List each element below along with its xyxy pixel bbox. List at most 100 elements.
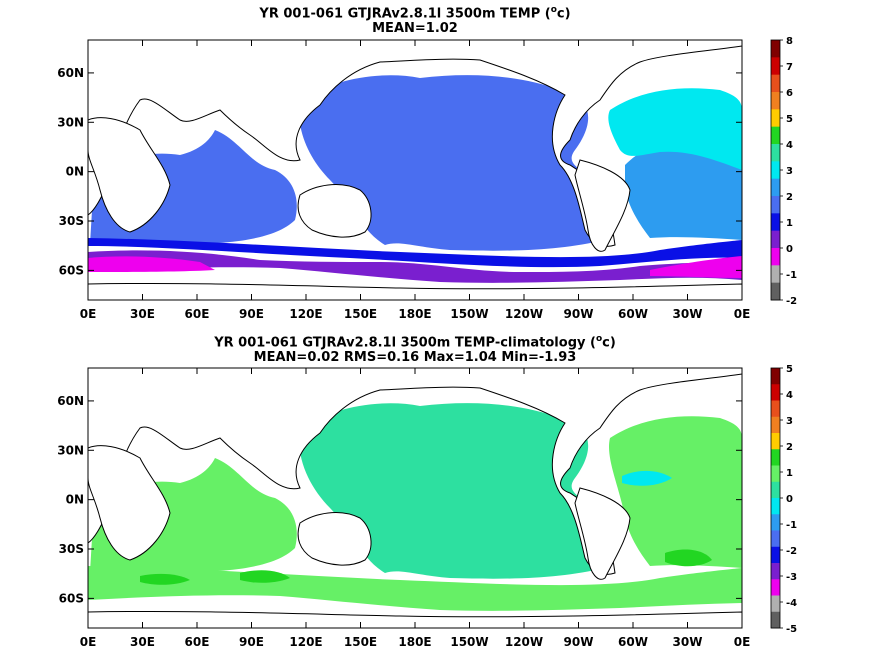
colorbar-segment [771,449,780,466]
colorbar-segment [771,416,780,434]
colorbar-segment [771,481,780,499]
colorbar-segment [771,109,780,128]
colorbar-segment [771,248,780,266]
y-tick-label: 0N [66,493,84,507]
colorbar-label: -5 [786,624,797,635]
x-tick-label: 30W [673,307,703,321]
panel2-x-axis: 0E 30E 60E 90E 120E 150E 180E 150W 120W 90W 60W 30W… [80,368,751,649]
colorbar-segment [771,178,780,197]
colorbar-segment [771,57,780,76]
colorbar-segment [771,433,780,450]
colorbar-label: 2 [786,192,793,203]
y-tick-label: 60N [57,66,84,80]
colorbar-label: 6 [786,88,793,99]
colorbar-segment [771,144,780,162]
colorbar-label: 0 [786,244,793,255]
x-tick-label: 30W [673,635,703,649]
colorbar-segment [771,161,780,180]
colorbar-label: 5 [786,364,793,375]
panel2-land [88,368,742,628]
x-tick-label: 180E [398,307,431,321]
x-tick-label: 30E [130,307,155,321]
colorbar-segment [771,579,780,596]
x-tick-label: 120W [505,635,543,649]
colorbar-segment [771,465,780,483]
colorbar-label: 0 [786,494,793,505]
colorbar-label: 4 [786,390,793,401]
x-tick-label: 150E [344,635,377,649]
x-tick-label: 150W [450,635,488,649]
x-tick-label: 30E [130,635,155,649]
x-tick-label: 0E [734,307,751,321]
colorbar-segment [771,384,780,401]
x-tick-label: 150E [344,307,377,321]
x-tick-label: 0E [734,635,751,649]
colorbar-segment [771,595,780,613]
panel1-x-axis: 0E 30E 60E 90E 120E 150E 180E 150W 120W 90W 60W 30W… [80,40,751,321]
colorbar-segment [771,265,780,284]
x-tick-label: 120W [505,307,543,321]
x-tick-label: 90W [564,307,594,321]
colorbar-segment [771,196,780,214]
y-tick-label: 60S [59,591,84,605]
x-tick-label: 120E [289,635,322,649]
colorbar-segment [771,40,780,58]
colorbar-label: 4 [786,140,793,151]
x-tick-label: 0E [80,307,97,321]
colorbar-label: 1 [786,468,793,479]
x-tick-label: 120E [289,307,322,321]
y-tick-label: 30N [57,443,84,457]
y-tick-label: 0N [66,165,84,179]
x-tick-label: 150W [450,307,488,321]
colorbar-label: 2 [786,442,793,453]
x-tick-label: 180E [398,635,431,649]
colorbar-label: -1 [786,270,797,281]
colorbar-label: -2 [786,546,797,557]
y-tick-label: 60N [57,394,84,408]
x-tick-label: 90W [564,635,594,649]
colorbar-label: 3 [786,416,793,427]
panel1-map: 0E 30E 60E 90E 120E 150E 180E 150W 120W 90W 60W 30W… [57,36,797,321]
colorbar-label: 8 [786,36,793,47]
colorbar-segment [771,498,780,515]
panel1-y-axis: 60N 30N 0N 30S 60S [57,66,742,277]
colorbar-label: 7 [786,62,793,73]
panel2-title: YR 001-061 GTJRAv2.8.1l 3500m TEMP-clima… [0,332,830,365]
colorbar-segment [771,74,780,93]
x-tick-label: 60E [185,307,210,321]
y-tick-label: 30S [59,542,84,556]
colorbar-segment [771,92,780,110]
y-tick-label: 60S [59,263,84,277]
panel1-title-line1: YR 001-061 GTJRAv2.8.1l 3500m TEMP (oc) [259,5,571,22]
colorbar-label: -2 [786,296,797,307]
x-tick-label: 90E [239,635,264,649]
colorbar-segment [771,514,780,531]
colorbar-segment [771,400,780,418]
x-tick-label: 90E [239,307,264,321]
panel2-colorbar: 5 4 3 2 1 0 -1 -2 -3 -4 -5 [770,364,797,635]
colorbar-segment [771,368,780,385]
colorbar-segment [771,282,780,301]
colorbar-segment [771,611,780,629]
y-tick-label: 30S [59,214,84,228]
panel2-title-line1: YR 001-061 GTJRAv2.8.1l 3500m TEMP-clima… [214,334,616,351]
panel1-title: YR 001-061 GTJRAv2.8.1l 3500m TEMP (oc) … [0,3,830,36]
colorbar-segment [771,126,780,145]
x-tick-label: 60W [618,635,648,649]
colorbar-segment [771,530,780,548]
x-tick-label: 0E [80,635,97,649]
colorbar-segment [771,213,780,232]
x-tick-label: 60E [185,635,210,649]
panel1-title-line2: MEAN=1.02 [372,21,458,37]
x-tick-label: 60W [618,307,648,321]
colorbar-segment [771,230,780,249]
colorbar-label: -1 [786,520,797,531]
panel2-title-line2: MEAN=0.02 RMS=0.16 Max=1.04 Min=-1.93 [253,350,577,366]
colorbar-label: -3 [786,572,797,583]
colorbar-segment [771,546,780,564]
colorbar-label: 3 [786,166,793,177]
y-tick-label: 30N [57,115,84,129]
panel2-map: 0E 30E 60E 90E 120E 150E 180E 150W 120W 90W 60W 30W… [57,364,797,649]
colorbar-segment [771,563,780,580]
panel1-colorbar: 8 7 6 5 4 3 2 1 0 -1 -2 [770,36,797,307]
